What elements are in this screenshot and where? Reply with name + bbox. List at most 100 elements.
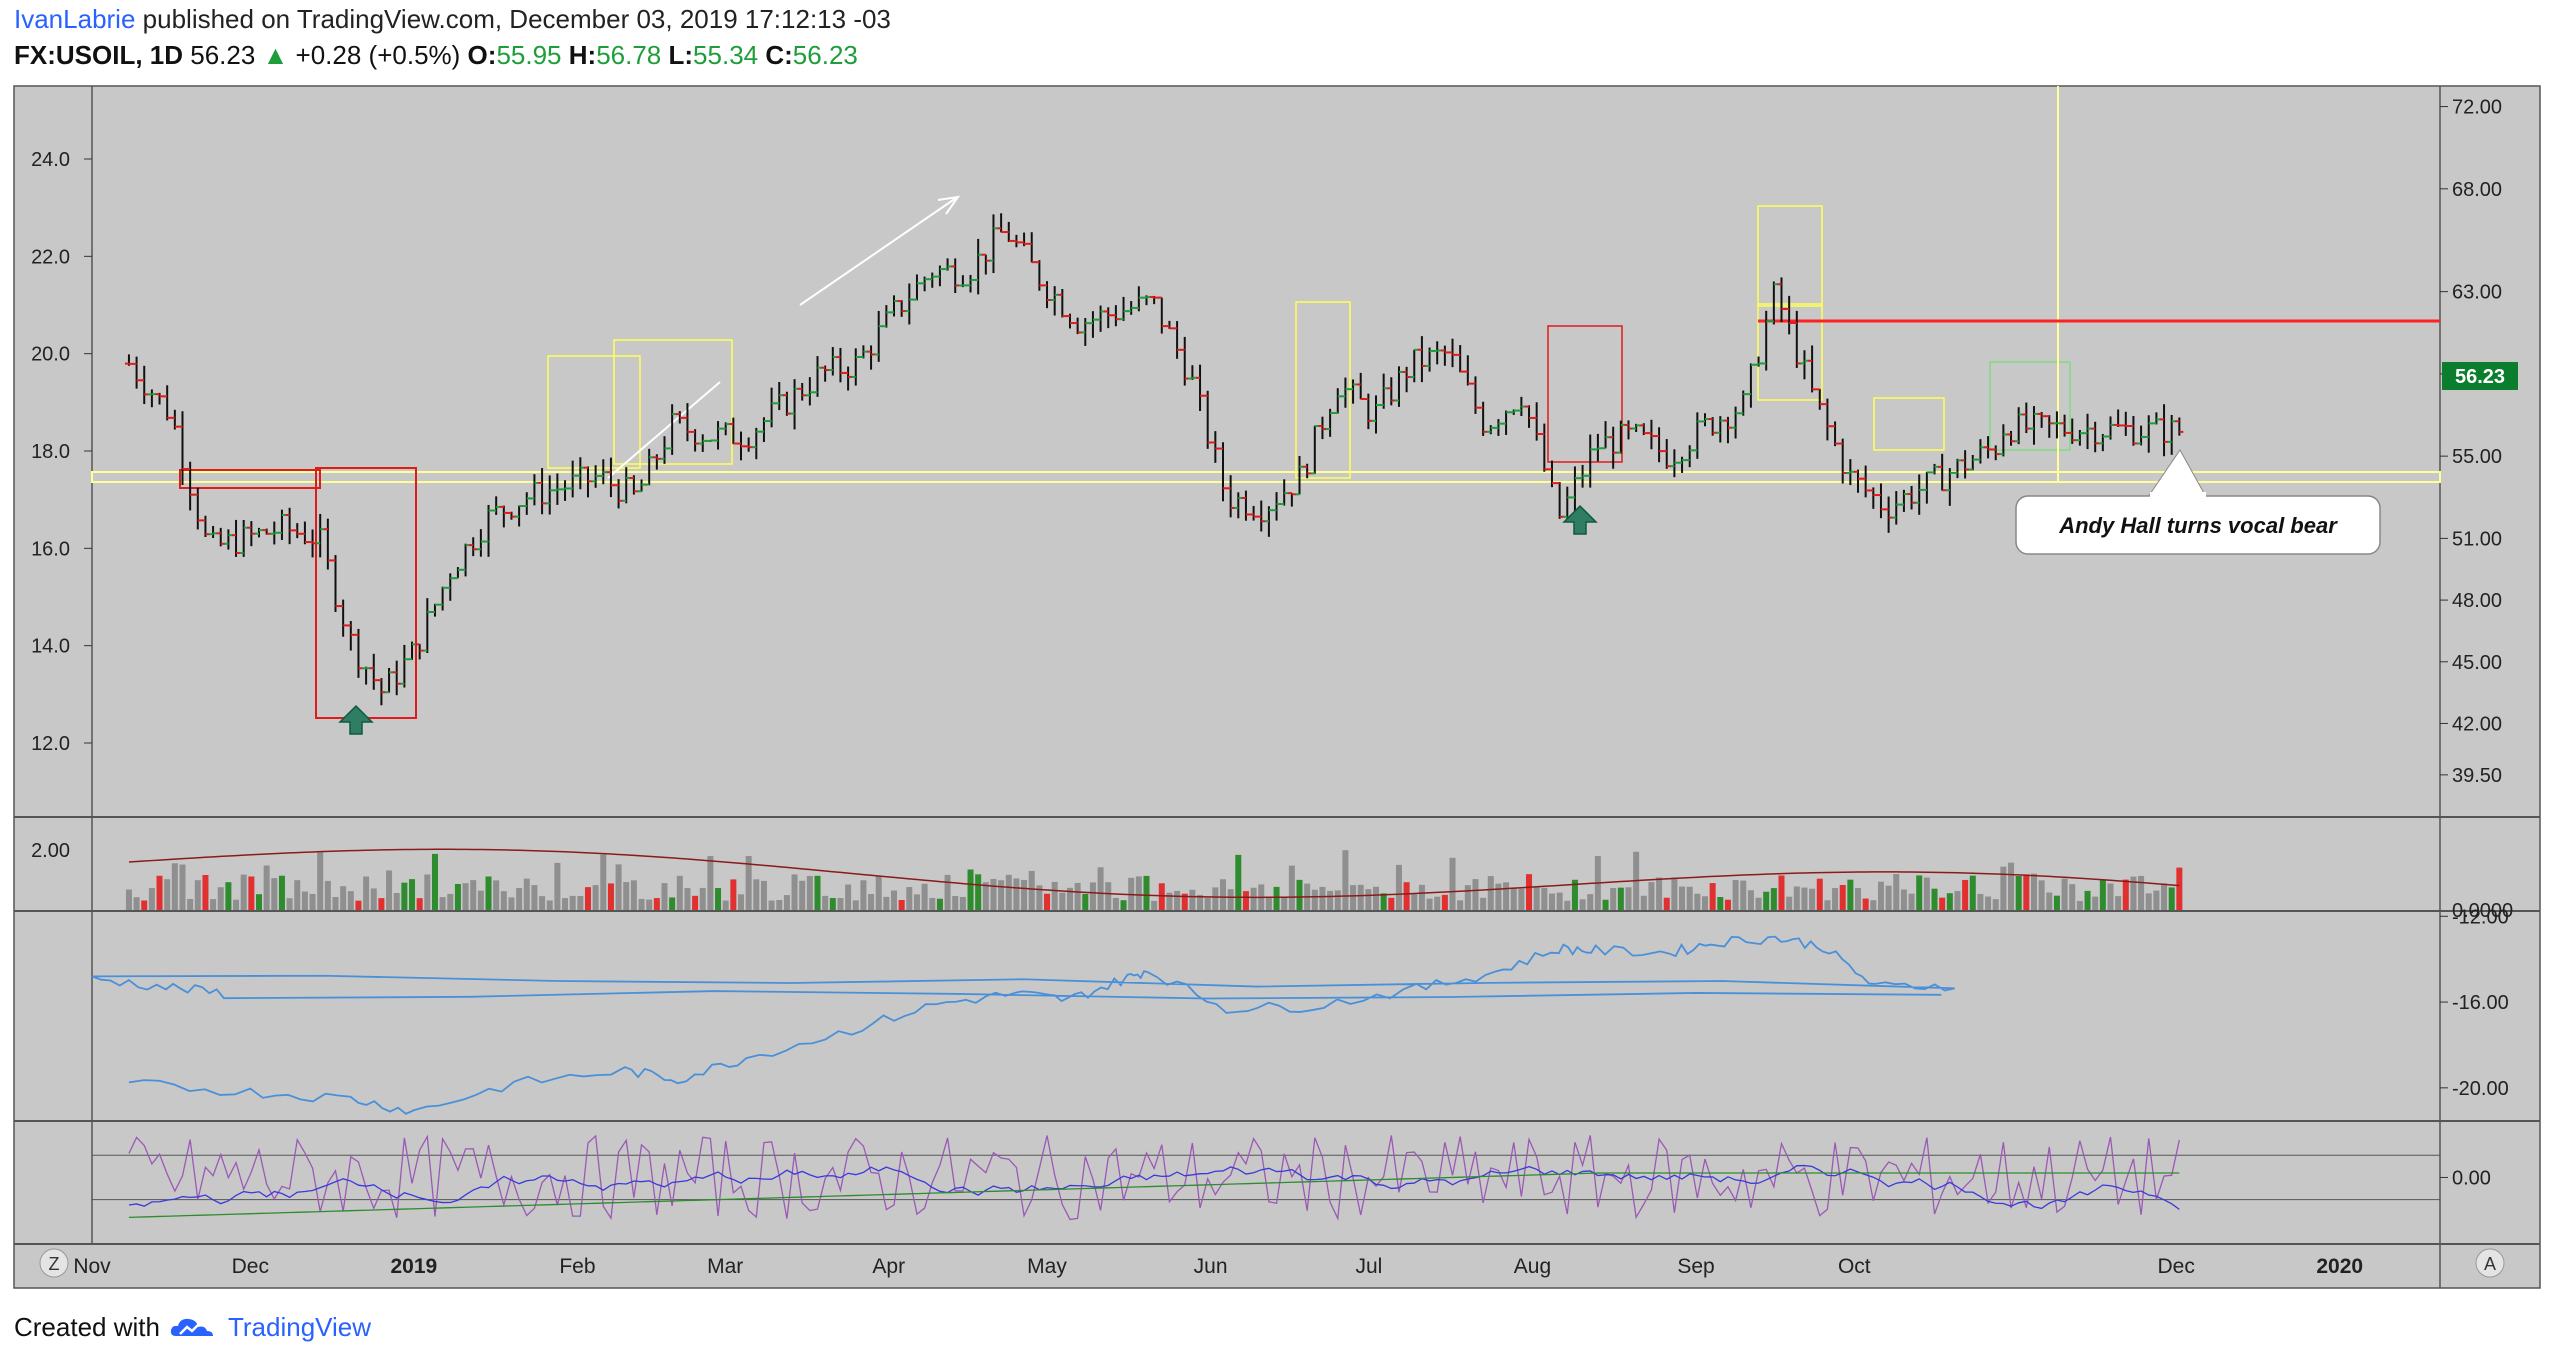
volume-bar bbox=[860, 880, 867, 910]
volume-bar bbox=[646, 899, 653, 910]
indicator1-pane[interactable] bbox=[14, 912, 2440, 1120]
volume-bar bbox=[1985, 896, 1992, 910]
volume-bar bbox=[309, 893, 316, 910]
volume-bar bbox=[1877, 881, 1884, 910]
volume-bar bbox=[600, 854, 607, 910]
created-with-text: Created with bbox=[14, 1312, 160, 1342]
author-link[interactable]: IvanLabrie bbox=[14, 4, 136, 34]
volume-bar bbox=[1112, 897, 1119, 910]
volume-bar bbox=[1518, 888, 1525, 910]
volume-bars bbox=[125, 848, 2183, 910]
volume-bar bbox=[1816, 878, 1823, 910]
volume-bar bbox=[1900, 889, 1907, 910]
volume-bar bbox=[814, 875, 821, 910]
volume-bar bbox=[829, 898, 836, 910]
zoom-button[interactable]: Z bbox=[39, 1248, 69, 1278]
volume-bar bbox=[1709, 883, 1716, 910]
callout-annotation[interactable]: Andy Hall turns vocal bear bbox=[2015, 449, 2381, 555]
volume-bar bbox=[1740, 880, 1747, 910]
auto-scale-button[interactable]: A bbox=[2475, 1248, 2505, 1278]
last-price: 56.23 bbox=[190, 40, 256, 70]
volume-bar bbox=[1357, 884, 1364, 910]
volume-bar bbox=[1021, 879, 1028, 910]
volume-bar bbox=[462, 883, 469, 910]
volume-bar bbox=[2138, 875, 2145, 910]
time-tick-label: Oct bbox=[1838, 1255, 1871, 1278]
volume-bar bbox=[1954, 891, 1961, 910]
volume-bar bbox=[2030, 873, 2037, 910]
left-tick-label: 18.0 bbox=[31, 441, 70, 463]
indicator2-pane[interactable] bbox=[14, 1122, 2440, 1244]
volume-bar bbox=[1992, 899, 1999, 910]
volume-bar bbox=[1288, 865, 1295, 910]
volume-bar bbox=[845, 884, 852, 910]
volume-bar bbox=[271, 878, 278, 910]
volume-bar bbox=[1526, 874, 1533, 910]
volume-bar bbox=[1082, 893, 1089, 910]
volume-bar bbox=[424, 874, 431, 910]
volume-pane[interactable] bbox=[14, 818, 2440, 910]
low-value: 55.34 bbox=[693, 40, 759, 70]
volume-bar bbox=[439, 897, 446, 910]
volume-bar bbox=[944, 874, 951, 910]
volume-bar bbox=[393, 893, 400, 910]
volume-bar bbox=[2130, 876, 2137, 910]
support-band bbox=[91, 471, 2441, 483]
volume-bar bbox=[776, 900, 783, 910]
volume-bar bbox=[523, 878, 530, 910]
volume-bar bbox=[1013, 878, 1020, 910]
volume-bar bbox=[1189, 889, 1196, 910]
volume-bar bbox=[1701, 896, 1708, 910]
volume-bar bbox=[1434, 896, 1441, 910]
current-price-badge: 56.23 bbox=[2442, 362, 2518, 390]
volume-bar bbox=[1495, 883, 1502, 910]
volume-bar bbox=[906, 887, 913, 910]
time-axis[interactable] bbox=[14, 1244, 2440, 1288]
volume-bar bbox=[783, 895, 790, 910]
volume-bar bbox=[852, 900, 859, 910]
ind2-blue-line bbox=[128, 1164, 2180, 1210]
volume-bar bbox=[179, 864, 186, 910]
volume-bar bbox=[477, 890, 484, 910]
indicator1-lines bbox=[91, 935, 1955, 1115]
volume-bar bbox=[1158, 883, 1165, 910]
volume-bar bbox=[1747, 890, 1754, 910]
volume-bar bbox=[1273, 886, 1280, 910]
price-tick-label: 55.00 bbox=[2452, 446, 2502, 468]
volume-bar bbox=[669, 897, 676, 910]
volume-bar bbox=[500, 891, 507, 910]
volume-bar bbox=[1824, 900, 1831, 910]
volume-bar bbox=[1786, 896, 1793, 910]
volume-bar bbox=[1319, 886, 1326, 910]
price-pane[interactable] bbox=[14, 86, 2440, 816]
volume-bar bbox=[768, 900, 775, 910]
volume-bar bbox=[806, 876, 813, 910]
symbol-name[interactable]: FX:USOIL, 1D bbox=[14, 40, 184, 70]
volume-bar bbox=[225, 882, 232, 910]
trend-arrow bbox=[607, 381, 721, 479]
volume-bar bbox=[684, 888, 691, 910]
volume-bar bbox=[562, 898, 569, 910]
volume-tick-label: 0.0000 bbox=[2452, 900, 2513, 922]
volume-bar bbox=[187, 898, 194, 910]
consolidation-box bbox=[547, 355, 641, 469]
volume-bar bbox=[324, 880, 331, 910]
volume-bar bbox=[921, 883, 928, 910]
volume-bar bbox=[1051, 881, 1058, 910]
volume-bar bbox=[1663, 897, 1670, 910]
volume-bar bbox=[416, 898, 423, 910]
right-axis-strip[interactable] bbox=[2440, 86, 2540, 1288]
volume-bar bbox=[409, 879, 416, 910]
volume-bar bbox=[1755, 897, 1762, 910]
volume-ma-line bbox=[128, 848, 2180, 899]
volume-bar bbox=[1242, 891, 1249, 910]
tradingview-brand-link[interactable]: TradingView bbox=[227, 1312, 372, 1342]
time-tick-label: Feb bbox=[559, 1255, 595, 1278]
volume-bar bbox=[1480, 897, 1487, 910]
volume-bar bbox=[730, 879, 737, 910]
volume-bar bbox=[1181, 893, 1188, 910]
volume-bar bbox=[1426, 898, 1433, 910]
volume-bar bbox=[2038, 880, 2045, 910]
publish-info: IvanLabrie published on TradingView.com,… bbox=[14, 4, 891, 35]
